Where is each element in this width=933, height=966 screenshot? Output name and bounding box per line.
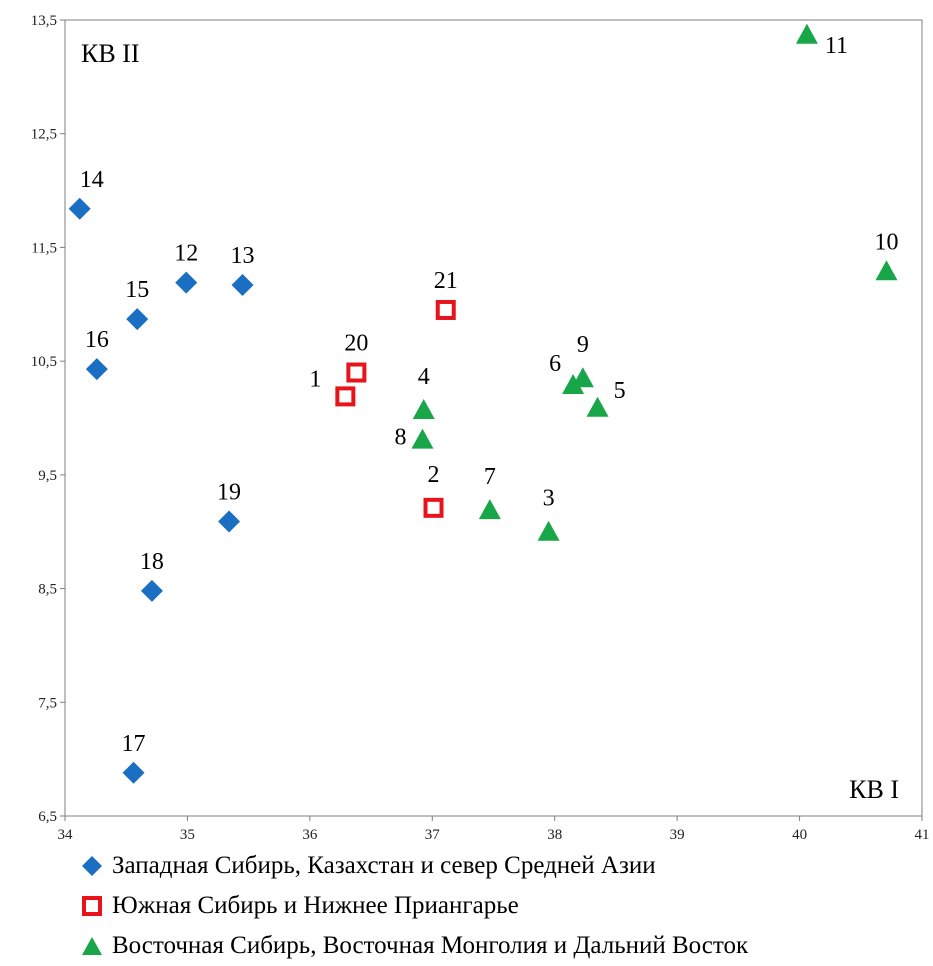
x-tick-label: 41: [915, 827, 930, 843]
point-label-3: 3: [543, 486, 555, 512]
point-8-triangle: [411, 428, 434, 449]
x-tick-label: 34: [58, 827, 74, 843]
point-5-triangle: [586, 396, 609, 417]
x-axis-ticks: 34 35 36 37 38 39 40 41: [58, 816, 930, 843]
legend: Западная Сибирь, Казахстан и север Средн…: [78, 846, 928, 966]
point-17-diamond: [122, 761, 145, 784]
y-tick-label: 9,5: [38, 468, 57, 484]
point-2-square: [423, 497, 444, 518]
point-21-square: [435, 299, 456, 320]
point-label-5: 5: [614, 378, 626, 404]
point-label-20: 20: [344, 331, 368, 357]
point-15-diamond: [126, 308, 149, 331]
point-label-2: 2: [428, 462, 440, 488]
point-7-triangle: [478, 499, 501, 520]
point-1-square: [335, 386, 356, 407]
y-tick-label: 11,5: [31, 240, 57, 256]
y-tick-label: 7,5: [38, 695, 57, 711]
point-label-6: 6: [549, 351, 561, 377]
y-tick-label: 12,5: [31, 127, 57, 143]
x-tick-label: 36: [302, 827, 318, 843]
point-label-15: 15: [125, 277, 149, 303]
legend-item-east-siberia: Восточная Сибирь, Восточная Монголия и Д…: [78, 926, 928, 966]
point-label-17: 17: [122, 731, 146, 757]
point-4-triangle: [412, 399, 435, 420]
point-label-1: 1: [309, 366, 321, 392]
legend-triangle-icon: [78, 932, 106, 960]
point-label-10: 10: [874, 229, 898, 255]
point-label-13: 13: [231, 243, 255, 269]
point-3-triangle: [537, 520, 560, 541]
y-tick-label: 6,5: [38, 809, 57, 825]
point-label-14: 14: [80, 167, 104, 193]
y-axis-ticks: 6,5 7,5 8,5 9,5 10,5 11,5 12,5 13,5: [31, 13, 65, 825]
x-axis-label: КВ I: [849, 775, 899, 804]
plot-area-frame: [64, 19, 923, 817]
x-tick-label: 35: [180, 827, 195, 843]
point-11-triangle: [795, 23, 818, 44]
y-tick-label: 10,5: [31, 354, 57, 370]
x-tick-label: 38: [547, 827, 562, 843]
point-label-12: 12: [174, 241, 198, 267]
point-label-11: 11: [825, 33, 848, 59]
point-14-diamond: [68, 197, 91, 220]
point-label-7: 7: [484, 464, 496, 490]
legend-label: Южная Сибирь и Нижнее Приангарье: [112, 892, 519, 919]
point-label-21: 21: [434, 268, 458, 294]
y-tick-label: 13,5: [31, 13, 57, 29]
legend-label: Западная Сибирь, Казахстан и север Средн…: [112, 852, 656, 879]
point-16-diamond: [85, 358, 108, 381]
legend-square-icon: [78, 892, 106, 920]
point-label-4: 4: [418, 364, 430, 390]
legend-diamond-icon: [78, 852, 106, 880]
point-label-16: 16: [85, 327, 109, 353]
point-6-triangle: [562, 374, 585, 395]
point-label-8: 8: [394, 425, 406, 451]
point-10-triangle: [875, 260, 898, 281]
point-label-19: 19: [217, 479, 241, 505]
point-9-triangle: [571, 367, 594, 388]
point-19-diamond: [218, 510, 241, 533]
point-20-square: [346, 362, 367, 383]
data-points: [68, 23, 898, 784]
legend-label: Восточная Сибирь, Восточная Монголия и Д…: [112, 932, 749, 959]
point-label-18: 18: [140, 549, 164, 575]
point-18-diamond: [140, 579, 163, 602]
point-label-9: 9: [577, 332, 589, 358]
point-13-diamond: [231, 273, 254, 296]
y-tick-label: 8,5: [38, 582, 57, 598]
legend-item-south-siberia: Южная Сибирь и Нижнее Приангарье: [78, 886, 928, 926]
x-tick-label: 37: [425, 827, 441, 843]
y-axis-label: КВ II: [81, 39, 140, 68]
x-tick-label: 40: [792, 827, 807, 843]
x-tick-label: 39: [670, 827, 685, 843]
point-12-diamond: [175, 271, 198, 294]
legend-item-west-siberia: Западная Сибирь, Казахстан и север Средн…: [78, 846, 928, 886]
